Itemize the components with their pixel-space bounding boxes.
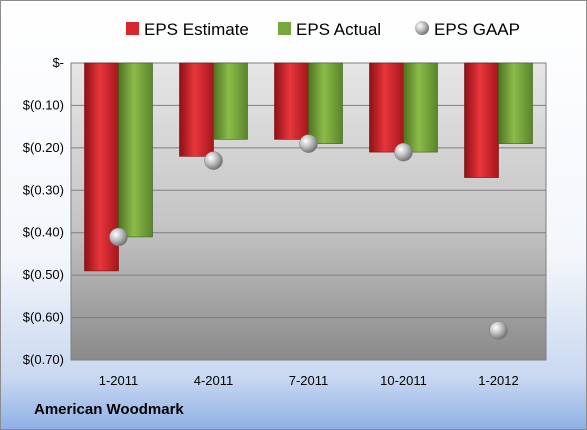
legend-label-gaap: EPS GAAP (434, 20, 520, 39)
bar-eps-estimate (464, 62, 499, 178)
bar-eps-actual (498, 62, 533, 144)
legend-swatch-actual (278, 22, 291, 35)
bar-eps-estimate (179, 62, 214, 157)
legend: EPS Estimate EPS Actual EPS GAAP (126, 20, 520, 39)
y-axis-ticks: $- $(0.10) $(0.20) $(0.30) $(0.40) $(0.50) $(0… (23, 55, 64, 367)
marker-eps-gaap (204, 151, 223, 170)
bar-eps-actual (118, 62, 153, 238)
bar-eps-estimate (369, 62, 404, 153)
marker-eps-gaap (299, 134, 318, 153)
bar-eps-actual (213, 62, 248, 140)
y-tick-label: $(0.30) (23, 182, 64, 197)
x-axis-ticks: 1-2011 4-2011 7-2011 10-2011 1-2012 (99, 373, 519, 388)
legend-label-estimate: EPS Estimate (144, 20, 249, 39)
x-tick-label: 1-2012 (478, 373, 518, 388)
x-tick-label: 7-2011 (289, 373, 329, 388)
bar-eps-actual (308, 62, 343, 144)
company-name: American Woodmark (34, 401, 184, 418)
gaap-markers (109, 134, 508, 340)
y-tick-label: $(0.40) (23, 225, 64, 240)
marker-eps-gaap (489, 321, 508, 340)
y-tick-label: $(0.20) (23, 140, 64, 155)
marker-eps-gaap (394, 142, 413, 162)
y-tick-label: $(0.50) (23, 267, 64, 282)
legend-label-actual: EPS Actual (296, 20, 381, 39)
y-tick-label: $(0.60) (23, 310, 64, 325)
y-tick-label: $- (52, 55, 64, 70)
x-tick-label: 4-2011 (194, 373, 234, 388)
x-tick-label: 1-2011 (99, 373, 139, 388)
bars (84, 62, 533, 272)
y-tick-label: $(0.10) (23, 97, 64, 112)
legend-swatch-estimate (126, 22, 139, 35)
legend-swatch-gaap (415, 21, 429, 35)
y-tick-label: $(0.70) (23, 352, 64, 367)
x-tick-label: 10-2011 (380, 373, 427, 388)
bar-eps-estimate (274, 62, 309, 140)
bar-eps-actual (403, 62, 438, 153)
marker-eps-gaap (109, 227, 128, 247)
